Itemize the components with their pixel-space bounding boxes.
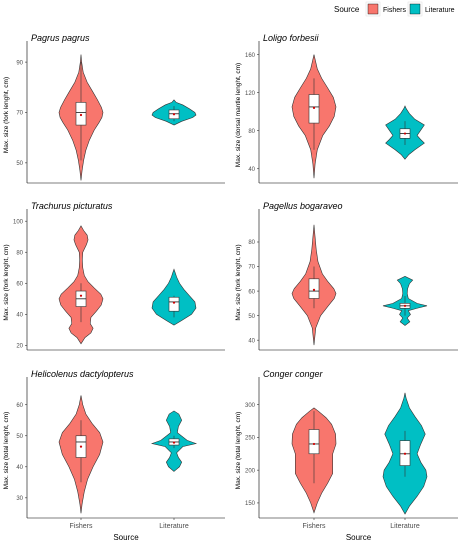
mean-point (79, 113, 83, 117)
y-tick-label: 70 (16, 111, 23, 117)
y-axis-label: Max. size (fork lenght, cm) (3, 244, 10, 320)
y-tick-label: 150 (245, 501, 256, 507)
y-axis-label: Max. size (fork lenght, cm) (235, 244, 242, 320)
mean-point (172, 441, 176, 444)
legend-label-fishers: Fishers (383, 7, 406, 14)
mean-point (79, 294, 83, 297)
mean-point (312, 288, 316, 291)
y-tick-label: 50 (16, 434, 23, 440)
y-tick-label: 40 (16, 465, 23, 471)
y-tick-label: 200 (245, 468, 256, 474)
mean-point (172, 113, 176, 116)
y-tick-label: 50 (16, 161, 23, 167)
y-tick-label: 40 (248, 338, 255, 344)
y-axis-label: Max. size (dorsal mantle lenght, cm) (235, 63, 242, 167)
mean-point (403, 452, 407, 455)
x-axis-label: Source (346, 533, 372, 542)
legend-label-literature: Literature (425, 7, 455, 14)
y-tick-label: 40 (248, 167, 255, 173)
y-tick-label: 90 (16, 60, 23, 66)
y-axis-label: Max. size (fork lenght, cm) (3, 77, 10, 153)
chart-panel: Trachurus picturatus Max. size (fork leng… (3, 201, 225, 351)
y-axis-label: Max. size (total lenght, cm) (3, 412, 10, 490)
chart-title: Helicolenus dactylopterus (31, 369, 134, 379)
y-tick-label: 30 (16, 496, 23, 502)
legend: Source Fishers Literature (334, 1, 455, 17)
x-tick-label: Literature (159, 523, 189, 530)
x-axis-label: Source (113, 533, 139, 542)
y-tick-label: 60 (16, 281, 23, 287)
y-tick-label: 60 (16, 403, 23, 409)
chart-title: Trachurus picturatus (31, 201, 113, 211)
chart-panel: Conger conger Max. size (total lenght, cm… (235, 369, 458, 542)
y-tick-label: 160 (245, 53, 256, 59)
chart-panels: Pagrus pagrus Max. size (fork lenght, cm)… (3, 33, 458, 542)
chart-panel: Pagellus bogaraveo Max. size (fork lenght… (235, 201, 458, 351)
mean-point (403, 304, 407, 307)
box-iqr (168, 296, 180, 312)
mean-point (79, 445, 83, 448)
chart-panel: Pagrus pagrus Max. size (fork lenght, cm)… (3, 33, 225, 184)
mean-point (172, 301, 176, 304)
chart-panel: Helicolenus dactylopterus Max. size (tota… (3, 369, 225, 542)
y-tick-label: 100 (13, 219, 24, 225)
x-tick-label: Fishers (303, 523, 326, 530)
chart-title: Conger conger (263, 369, 324, 379)
mean-point (312, 106, 316, 109)
chart-title: Loligo forbesii (263, 33, 320, 43)
legend-key-fishers (367, 3, 379, 15)
y-tick-label: 70 (248, 265, 255, 271)
mean-point (312, 442, 316, 446)
chart-title: Pagellus bogaraveo (263, 201, 343, 211)
x-tick-label: Literature (390, 523, 420, 530)
y-tick-label: 40 (16, 313, 23, 319)
y-tick-label: 20 (16, 344, 23, 350)
legend-title: Source (334, 5, 360, 14)
y-tick-label: 50 (248, 314, 255, 320)
legend-key-literature (409, 3, 421, 15)
y-tick-label: 60 (248, 289, 255, 295)
y-tick-label: 300 (245, 403, 256, 409)
x-tick-label: Fishers (70, 523, 93, 530)
y-axis-label: Max. size (total lenght, cm) (235, 412, 242, 490)
box-iqr (308, 429, 320, 455)
box-iqr (75, 102, 87, 126)
y-tick-label: 80 (248, 240, 255, 246)
box-iqr (308, 278, 320, 299)
chart-panel: Loligo forbesii Max. size (dorsal mantle … (235, 33, 458, 184)
mean-point (403, 132, 407, 135)
y-tick-label: 120 (245, 91, 256, 97)
chart-title: Pagrus pagrus (31, 33, 90, 43)
y-tick-label: 250 (245, 436, 256, 442)
y-tick-label: 80 (16, 250, 23, 256)
y-tick-label: 80 (248, 129, 255, 135)
